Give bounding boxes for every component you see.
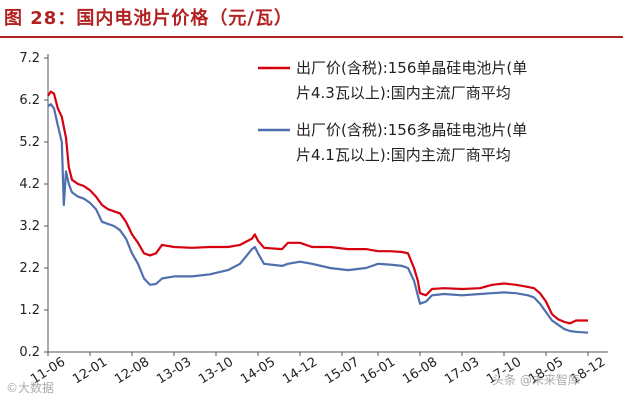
title-rule [0,36,623,38]
x-tick-label: 14-12 [280,355,320,388]
y-tick-label: 0.2 [19,345,40,360]
watermark-left: ©大数据 [6,380,54,395]
legend-label-mono: 出厂价(含税):156单晶硅电池片(单片4.3瓦以上):国内主流厂商平均 [296,59,527,102]
y-tick-label: 3.2 [19,219,40,234]
x-tick-label: 14-05 [238,355,278,388]
x-tick-label: 12-01 [70,355,110,388]
x-tick-label: 16-01 [358,355,398,388]
poly-series-line [47,103,589,334]
y-tick-label: 2.2 [19,261,40,276]
y-tick-labels: 0.2 1.2 2.2 3.2 4.2 5.2 6.2 7.2 [19,51,48,360]
y-tick-label: 6.2 [19,93,40,108]
axes [47,54,608,353]
x-tick-label: 13-03 [154,355,194,388]
y-tick-label: 1.2 [19,303,40,318]
legend: 出厂价(含税):156单晶硅电池片(单片4.3瓦以上):国内主流厂商平均出厂价(… [258,59,527,164]
watermarks: ©大数据 头条 @未来智库 [6,372,580,395]
y-tick-label: 4.2 [19,177,40,192]
y-tick-label: 5.2 [19,135,40,150]
mono-series-line [47,90,588,325]
x-tick-label: 13-10 [196,355,236,388]
x-tick-label: 12-08 [112,355,152,388]
y-tick-label: 7.2 [19,51,40,66]
watermark-right: 头条 @未来智库 [492,372,580,387]
x-tick-label: 15-07 [322,355,362,388]
legend-label-poly: 出厂价(含税):156多晶硅电池片(单片4.1瓦以上):国内主流厂商平均 [296,121,527,164]
x-tick-label: 17-03 [442,355,482,388]
series-lines [47,90,589,334]
x-tick-label: 16-08 [400,355,440,388]
figure-title: 图 28：国内电池片价格（元/瓦） [4,8,293,29]
